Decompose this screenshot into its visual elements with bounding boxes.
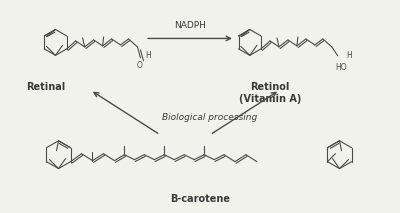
Text: H: H <box>346 51 352 60</box>
Text: Retinol
(Vitamin A): Retinol (Vitamin A) <box>238 82 301 104</box>
Text: NADPH: NADPH <box>174 22 206 30</box>
Text: Retinal: Retinal <box>26 82 65 92</box>
Text: Biological processing: Biological processing <box>162 114 258 122</box>
Text: O: O <box>136 61 142 70</box>
Text: B-carotene: B-carotene <box>170 194 230 204</box>
Text: H: H <box>146 51 151 60</box>
Text: HO: HO <box>335 63 346 72</box>
